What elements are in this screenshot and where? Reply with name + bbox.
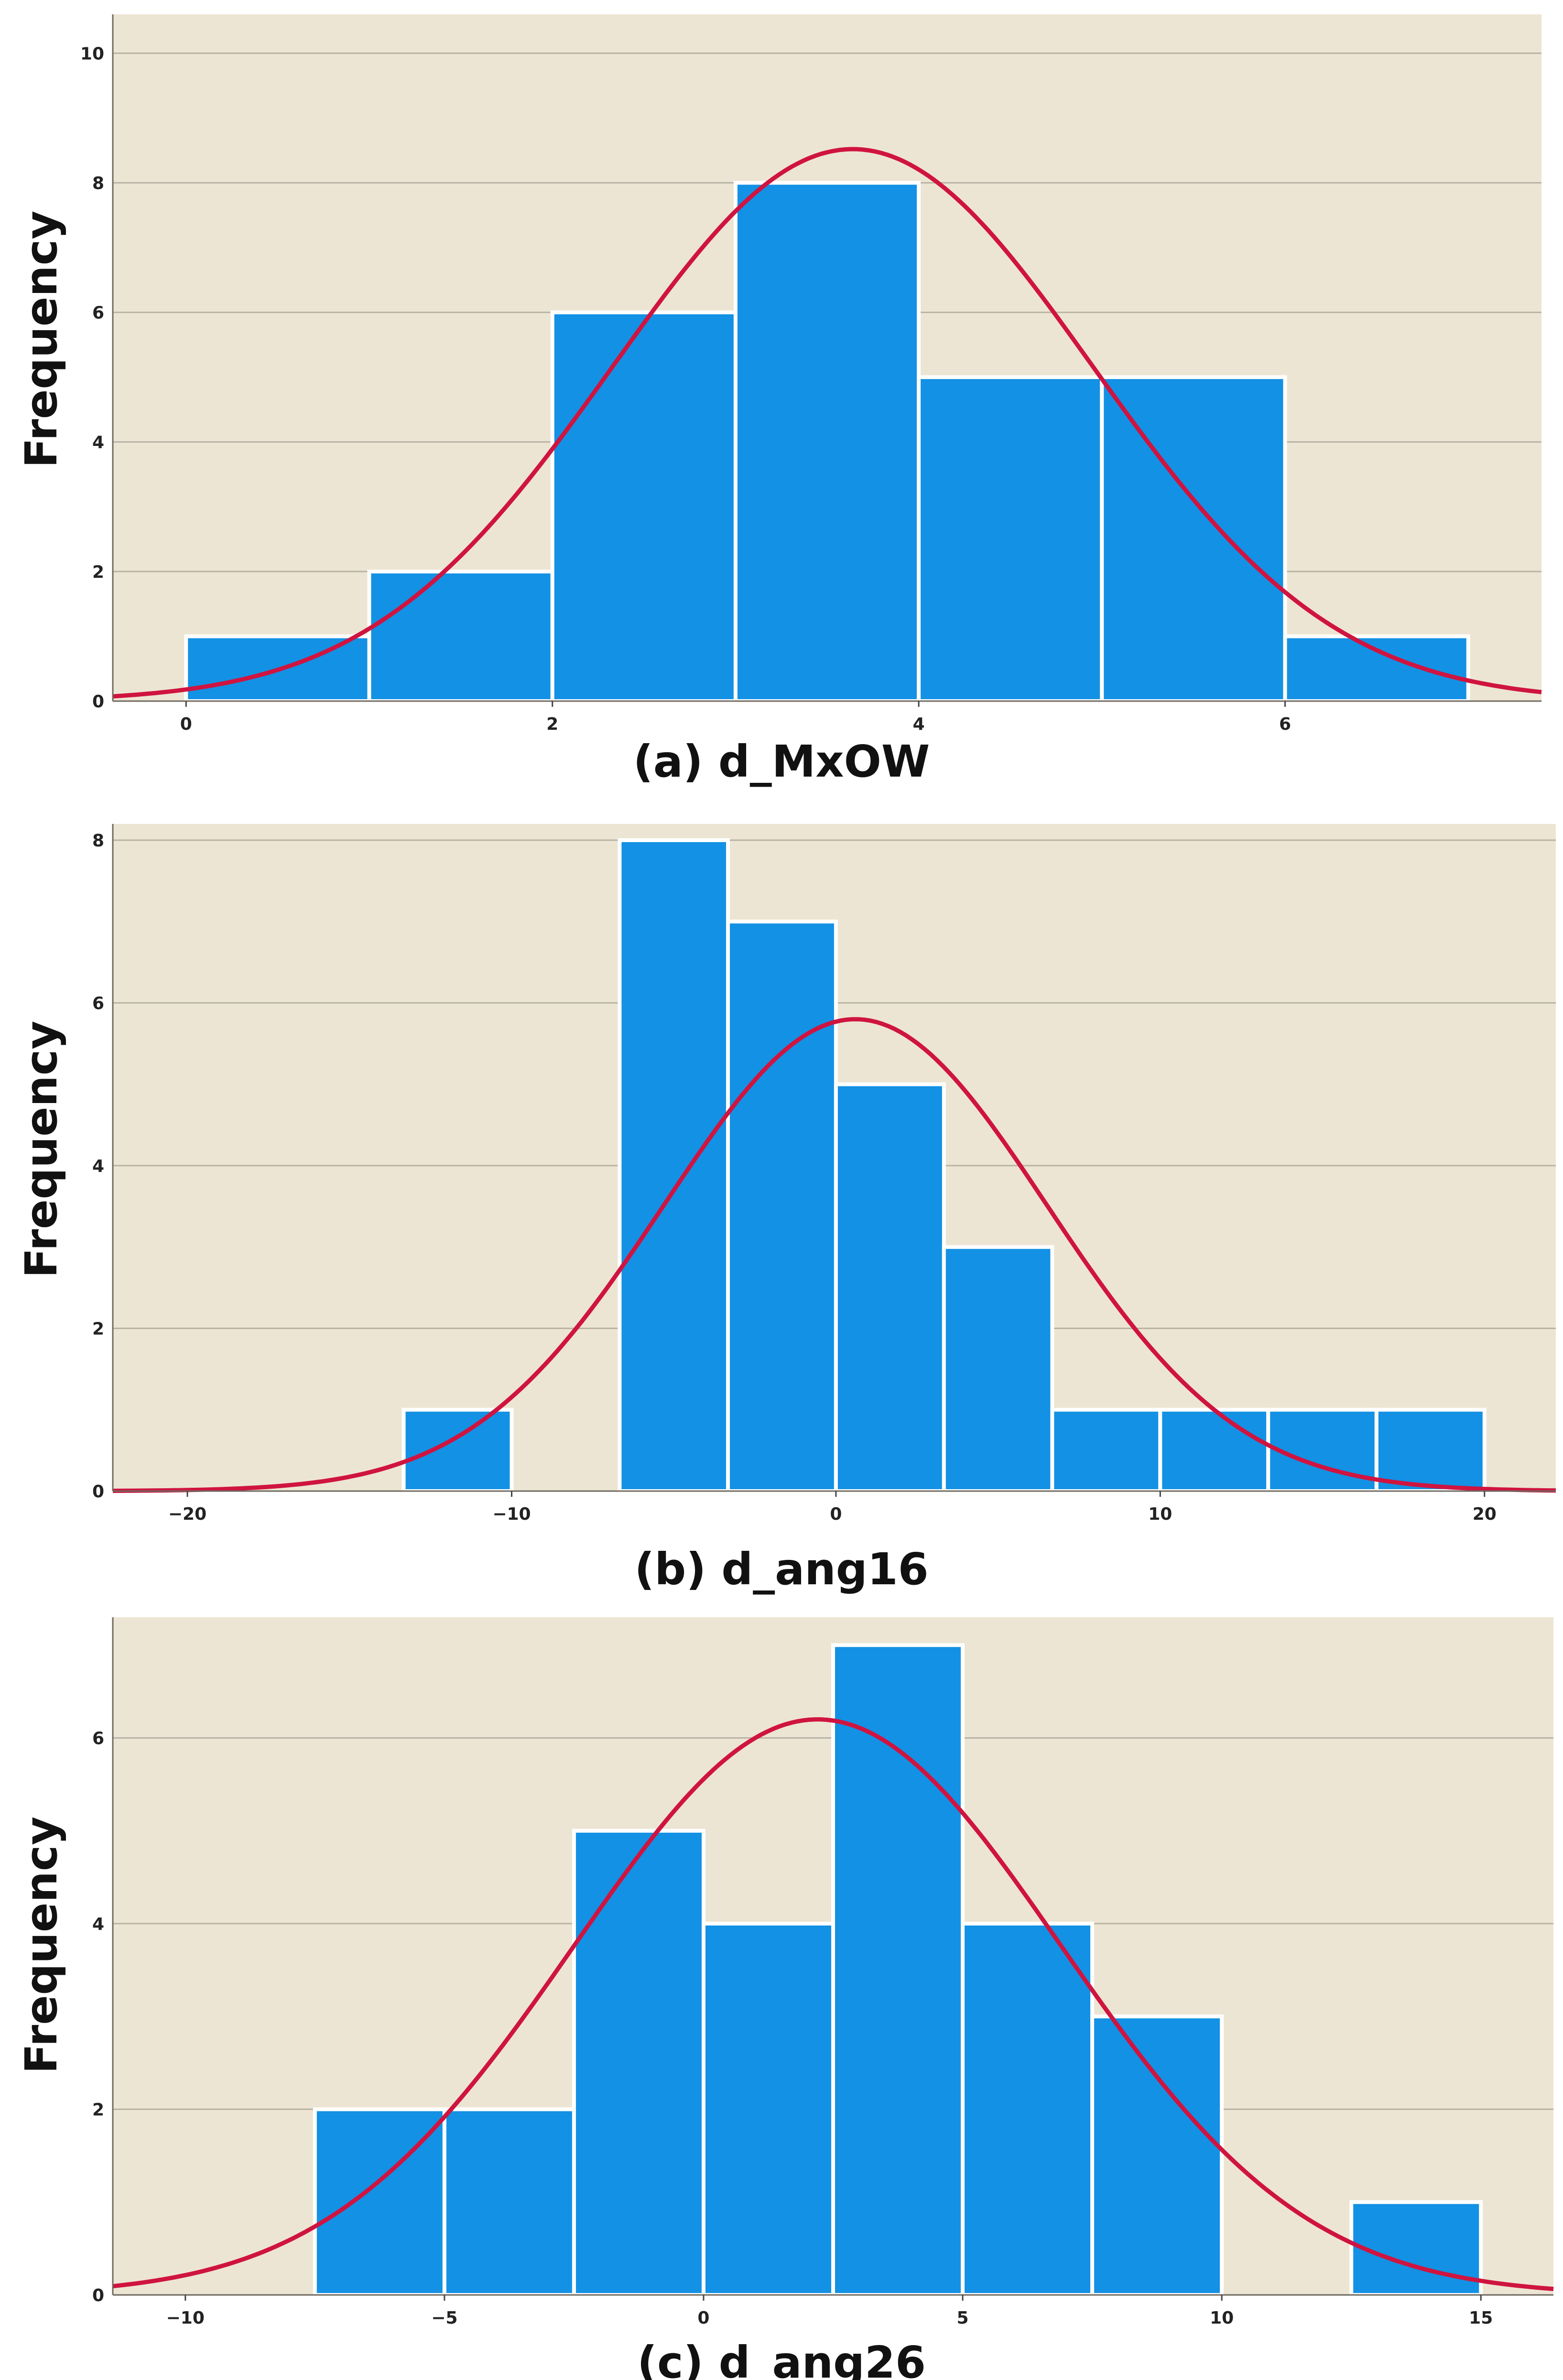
x-tick-label: −10 [166, 2308, 205, 2328]
histogram-bar [733, 181, 921, 703]
x-tick-label: 5 [957, 2308, 969, 2328]
histogram-bar [834, 1082, 946, 1493]
normal-curve [112, 1017, 1556, 1493]
y-axis-label: Frequency [16, 1021, 67, 1278]
histogram-bar [701, 1922, 835, 2297]
x-tick-label: 20 [1473, 1504, 1497, 1524]
histogram-bar [917, 375, 1104, 703]
x-tick-label: −10 [492, 1504, 531, 1524]
histogram-bar [367, 569, 554, 703]
y-tick-label: 4 [92, 1915, 104, 1934]
x-tick-label: 4 [913, 714, 925, 734]
histogram-bar [1158, 1407, 1270, 1493]
y-axis-label: Frequency [16, 1817, 67, 2074]
panel-caption: (c) d_ang26 [637, 2337, 926, 2380]
histogram-panel-b: 0 2 4 6 8 −20 −10 0 10 20 Frequency (b) d_ang16 [16, 824, 1556, 1595]
histogram-bar [1050, 1407, 1162, 1493]
x-tick-label: 10 [1210, 2308, 1234, 2328]
y-tick-label: 4 [92, 1157, 104, 1176]
y-tick-label: 2 [92, 563, 104, 582]
y-tick-label: 6 [92, 303, 104, 323]
y-tick-label: 2 [92, 2100, 104, 2120]
y-tick-label: 10 [80, 44, 104, 64]
histogram-bar [1266, 1407, 1378, 1493]
x-tick-label: 10 [1148, 1504, 1172, 1524]
histogram-bar [618, 838, 730, 1493]
x-tick-label: −5 [431, 2308, 457, 2328]
histogram-bar [550, 310, 738, 703]
histogram-bar [942, 1245, 1054, 1493]
histogram-bar [1100, 375, 1287, 703]
normal-curve [112, 1717, 1554, 2291]
y-tick-label: 8 [92, 173, 104, 193]
y-axis-label: Frequency [16, 211, 67, 468]
y-tick-label: 0 [92, 1482, 104, 1502]
histogram-bar [1349, 2200, 1483, 2297]
histogram-bar [1090, 2014, 1224, 2297]
x-tick-label: −20 [168, 1504, 206, 1524]
y-tick-label: 8 [92, 831, 104, 851]
x-tick-label: 0 [830, 1504, 842, 1524]
x-tick-label: 0 [180, 714, 192, 734]
histogram-bar [726, 920, 838, 1493]
y-tick-label: 0 [92, 692, 104, 712]
histogram-bar [1374, 1407, 1487, 1493]
histogram-panel-a: 0 2 4 6 8 10 0 2 4 6 Frequency (a) d_MxOW [16, 14, 1542, 787]
histogram-bar [961, 1922, 1095, 2297]
panel-caption: (a) d_MxOW [633, 736, 930, 787]
normal-curve [112, 147, 1542, 699]
y-tick-label: 0 [92, 2286, 104, 2305]
histogram-bar [831, 1643, 965, 2297]
panel-caption: (b) d_ang16 [634, 1544, 928, 1595]
histogram-bar [402, 1407, 514, 1493]
y-tick-label: 6 [92, 994, 104, 1014]
x-tick-label: 0 [697, 2308, 709, 2328]
histogram-bar [1283, 634, 1470, 703]
y-tick-label: 4 [92, 433, 104, 453]
histogram-bar [442, 2107, 576, 2297]
x-tick-label: 6 [1279, 714, 1291, 734]
y-tick-label: 2 [92, 1320, 104, 1339]
x-tick-label: 2 [546, 714, 558, 734]
histogram-panel-c: 0 2 4 6 −10 −5 0 5 10 15 Frequency (c) d_ang26 [16, 1617, 1554, 2380]
y-tick-label: 6 [92, 1729, 104, 1749]
histogram-bar [572, 1828, 706, 2297]
x-tick-label: 15 [1469, 2308, 1493, 2328]
